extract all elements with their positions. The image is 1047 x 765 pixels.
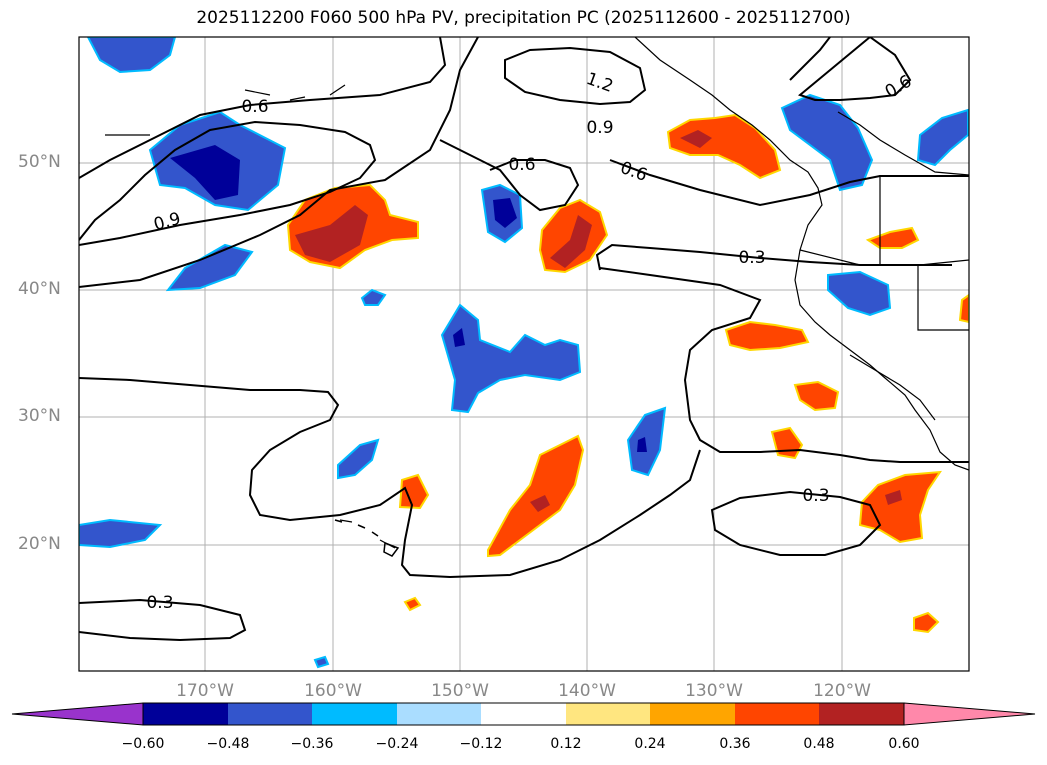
- colorbar-segment: [228, 703, 312, 725]
- lon-label: 150°W: [431, 681, 489, 701]
- negative-anomaly-areas: [79, 37, 969, 669]
- lat-label: 20°N: [18, 534, 61, 554]
- contour-label: 1.2: [584, 69, 616, 97]
- contour-label: 0.6: [508, 155, 535, 175]
- colorbar: [11, 702, 1036, 726]
- map-frame: [78, 36, 970, 672]
- contour-label: 0.6: [618, 158, 650, 186]
- contour-label: 0.6: [241, 97, 268, 117]
- colorbar-tick-label: −0.12: [459, 736, 503, 752]
- contour-label: 0.9: [152, 209, 183, 235]
- colorbar-segment: [650, 703, 735, 725]
- colorbar-segment: [481, 703, 566, 725]
- lon-label: 130°W: [685, 681, 743, 701]
- contour-label: 0.3: [738, 248, 765, 268]
- colorbar-tick-label: −0.48: [206, 736, 250, 752]
- colorbar-segment: [819, 703, 904, 725]
- contour-label: 0.3: [802, 486, 829, 506]
- pv-contours: [79, 37, 969, 642]
- hawaii-islands: [334, 519, 400, 557]
- colorbar-segment: [566, 703, 650, 725]
- colorbar-low-extension: [11, 702, 144, 726]
- colorbar-tick-label: 0.48: [803, 736, 835, 752]
- colorbar-tick-label: −0.24: [375, 736, 419, 752]
- map-title: 2025112200 F060 500 hPa PV, precipitatio…: [196, 8, 851, 28]
- colorbar-tick-label: 0.60: [888, 736, 920, 752]
- colorbar-tick-label: −0.36: [290, 736, 334, 752]
- colorbar-outline: [142, 702, 905, 726]
- contour-label: 0.3: [146, 593, 173, 613]
- colorbar-segment: [397, 703, 481, 725]
- lon-label: 160°W: [304, 681, 362, 701]
- colorbar-tick-label: −0.60: [121, 736, 165, 752]
- colorbar-tick-label: 0.12: [550, 736, 582, 752]
- colorbar-segment: [143, 703, 228, 725]
- lat-label: 50°N: [18, 152, 61, 172]
- lat-label: 30°N: [18, 406, 61, 426]
- colorbar-high-extension: [903, 702, 1036, 726]
- gridlines: [79, 37, 969, 671]
- coastlines: [105, 37, 969, 549]
- colorbar-segment: [312, 703, 397, 725]
- lon-label: 120°W: [813, 681, 871, 701]
- colorbar-segment: [735, 703, 819, 725]
- contour-label: 0.6: [882, 71, 915, 102]
- lon-label: 170°W: [176, 681, 234, 701]
- lat-label: 40°N: [18, 279, 61, 299]
- contour-label: 0.9: [586, 118, 613, 138]
- lon-label: 140°W: [558, 681, 616, 701]
- colorbar-tick-label: 0.24: [634, 736, 666, 752]
- colorbar-tick-label: 0.36: [719, 736, 751, 752]
